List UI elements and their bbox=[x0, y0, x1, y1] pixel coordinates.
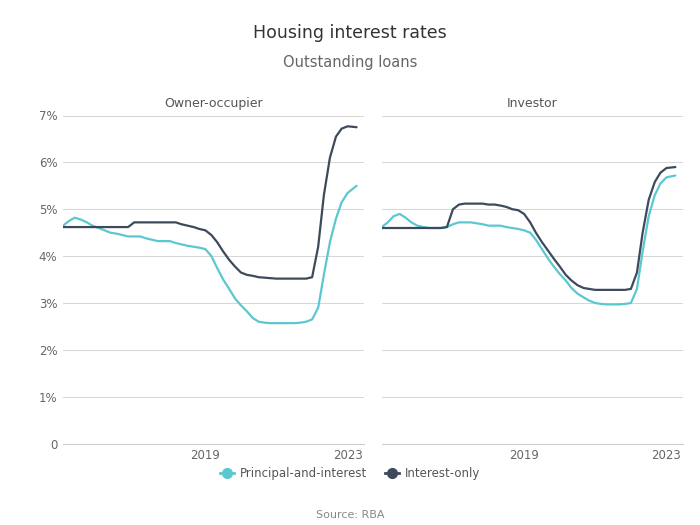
Title: Investor: Investor bbox=[507, 97, 557, 110]
Text: Source: RBA: Source: RBA bbox=[316, 510, 384, 520]
Title: Owner-occupier: Owner-occupier bbox=[164, 97, 262, 110]
Text: Outstanding loans: Outstanding loans bbox=[283, 55, 417, 70]
Legend: Principal-and-interest, Interest-only: Principal-and-interest, Interest-only bbox=[215, 463, 485, 485]
Text: Housing interest rates: Housing interest rates bbox=[253, 24, 447, 41]
